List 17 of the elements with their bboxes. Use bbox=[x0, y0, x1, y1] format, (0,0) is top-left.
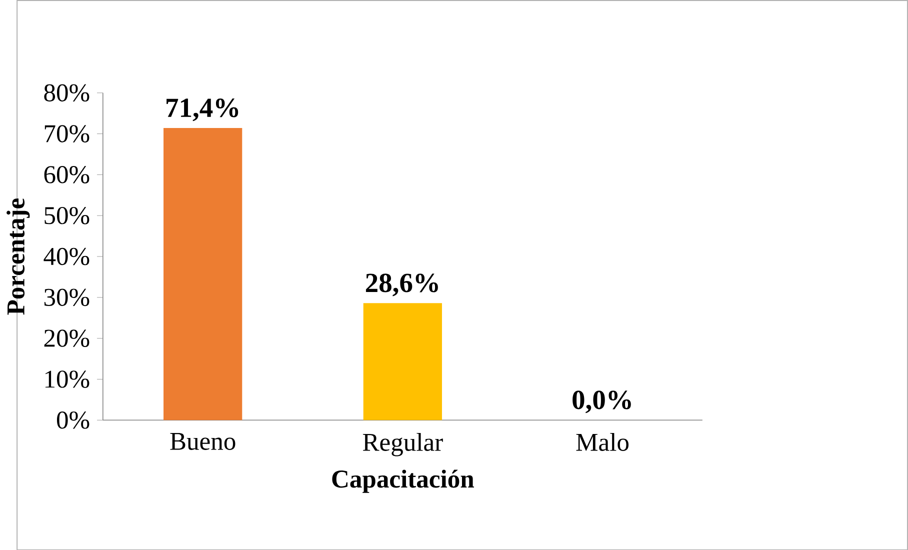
x-axis-title: Capacitación bbox=[332, 470, 474, 493]
data-label: 0,0% bbox=[572, 390, 631, 414]
y-tick-label: 10% bbox=[45, 370, 90, 388]
y-tick-label: 30% bbox=[44, 288, 90, 306]
data-label: 71,4% bbox=[166, 98, 238, 121]
y-tick-label: 40% bbox=[44, 248, 90, 266]
y-tick-label: 70% bbox=[44, 124, 90, 142]
x-tick-label: Bueno bbox=[170, 432, 236, 450]
y-tick-label: 0% bbox=[56, 411, 90, 429]
y-tick-label: 20% bbox=[44, 329, 90, 347]
y-tick-label: 80% bbox=[44, 84, 90, 102]
data-label: 28,6% bbox=[366, 273, 438, 296]
y-tick-label: 50% bbox=[44, 206, 90, 224]
x-tick-label: Regular bbox=[362, 432, 443, 456]
x-tick-label: Malo bbox=[576, 432, 629, 451]
y-axis-title: Porcentaje bbox=[6, 198, 30, 315]
y-tick-label: 60% bbox=[44, 166, 90, 184]
